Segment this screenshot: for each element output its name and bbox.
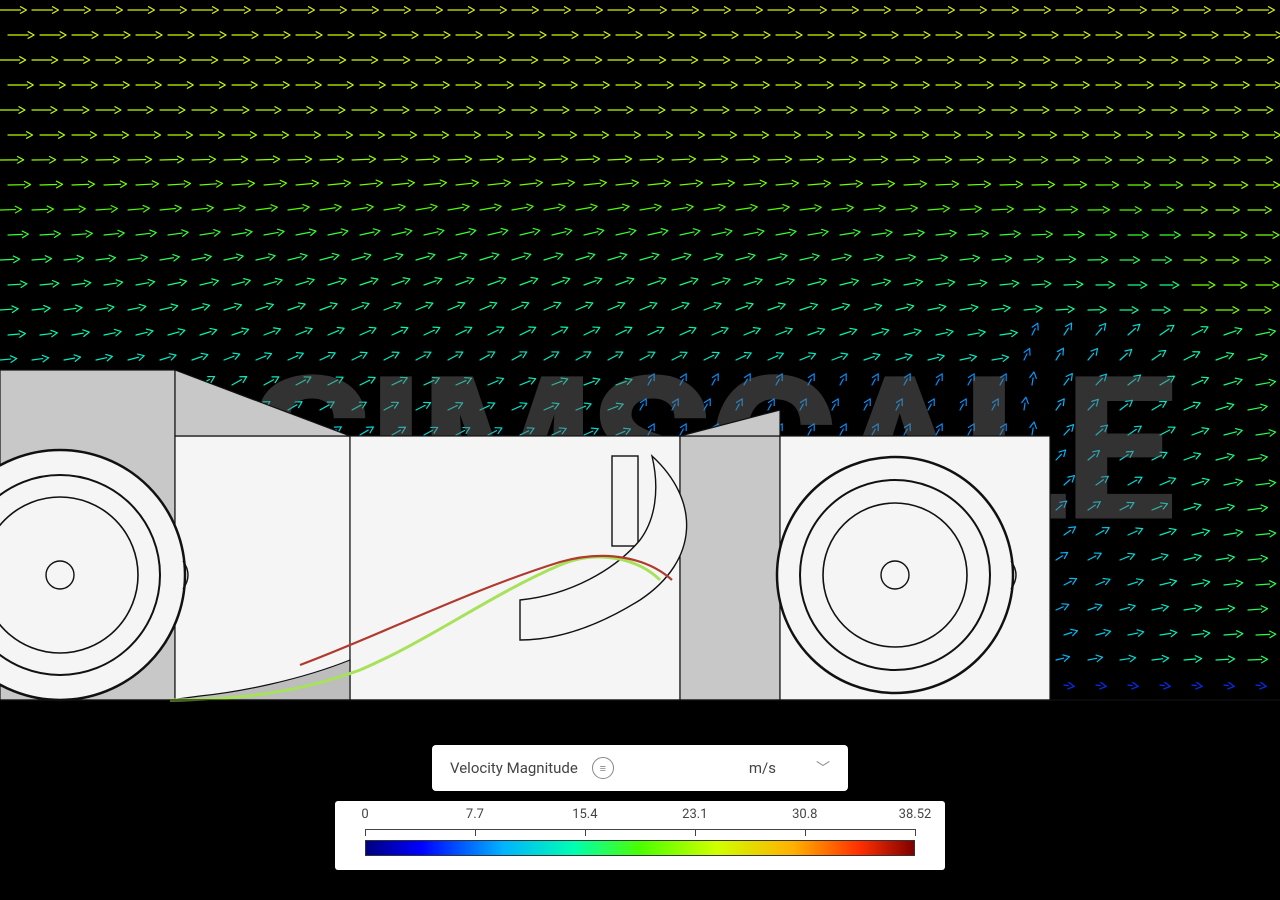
tick-label: 30.8 (792, 807, 817, 822)
cfd-viewport[interactable]: SIMSCALE Velocity Magnitude ≡ m/s ﹀ 0 7.7… (0, 0, 1280, 900)
variable-selector[interactable]: Velocity Magnitude ≡ m/s ﹀ (432, 745, 848, 791)
scale-tick-marks (365, 829, 915, 838)
chevron-down-icon[interactable]: ﹀ (816, 758, 830, 778)
variable-label: Velocity Magnitude (450, 759, 578, 777)
units-label: m/s (749, 759, 776, 777)
tick-label: 23.1 (682, 807, 707, 822)
tick-label: 0 (361, 807, 368, 822)
tick-label: 15.4 (572, 807, 597, 822)
tick-label: 38.52 (899, 807, 932, 822)
tick-label: 7.7 (466, 807, 484, 822)
watermark-text: SIMSCALE (248, 333, 1170, 568)
color-scale: 0 7.7 15.4 23.1 30.8 38.52 (335, 801, 945, 870)
options-icon[interactable]: ≡ (592, 757, 614, 779)
legend-panel: Velocity Magnitude ≡ m/s ﹀ 07.715.423.13… (365, 745, 915, 870)
watermark: SIMSCALE (110, 333, 1170, 568)
simscale-logo-icon (110, 380, 230, 520)
gradient-bar (365, 840, 915, 856)
scale-ticks: 07.715.423.130.838.52 (365, 807, 915, 829)
